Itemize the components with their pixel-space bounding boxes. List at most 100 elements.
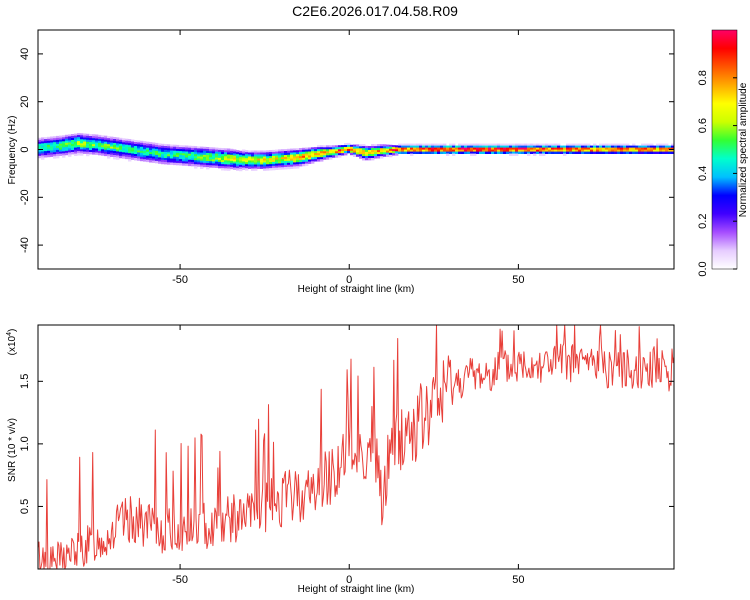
heatmap-cell xyxy=(254,158,258,161)
heatmap-cell xyxy=(185,153,189,156)
heatmap-cell xyxy=(242,157,246,160)
heatmap-cell xyxy=(221,152,225,155)
heatmap-cell xyxy=(197,152,201,155)
heatmap-cell xyxy=(296,148,300,151)
heatmap-cell xyxy=(170,160,174,163)
heatmap-cell xyxy=(449,151,453,154)
heatmap-cell xyxy=(443,151,447,154)
heatmap-cell xyxy=(212,163,216,166)
heatmap-cell xyxy=(560,149,564,152)
heatmap-cell xyxy=(47,138,51,142)
heatmap-cell xyxy=(353,144,357,147)
heatmap-cell xyxy=(293,160,297,163)
heatmap-cell xyxy=(302,163,306,167)
heatmap-cell xyxy=(647,143,651,146)
heatmap-cell xyxy=(554,147,558,150)
heatmap-cell xyxy=(368,150,372,153)
heatmap-cell xyxy=(482,149,486,152)
heatmap-cell xyxy=(233,163,237,166)
heatmap-cell xyxy=(389,154,393,158)
heatmap-cell xyxy=(551,149,555,152)
heatmap-cell xyxy=(401,143,405,146)
heatmap-cell xyxy=(545,145,549,148)
heatmap-cell xyxy=(398,149,402,152)
heatmap-cell xyxy=(224,164,228,167)
heatmap-cell xyxy=(254,168,258,171)
heatmap-cell xyxy=(650,149,654,152)
heatmap-cell xyxy=(647,147,651,150)
heatmap-cell xyxy=(254,154,258,157)
heatmap-cell xyxy=(527,153,531,156)
heatmap-cell xyxy=(89,152,93,155)
heatmap-cell xyxy=(77,137,81,140)
heatmap-cell xyxy=(362,146,366,149)
heatmap-cell xyxy=(632,149,636,152)
heatmap-cell xyxy=(482,147,486,150)
heatmap-cell xyxy=(188,161,192,165)
heatmap-cell xyxy=(437,143,441,146)
heatmap-cell xyxy=(305,153,309,156)
heatmap-cell xyxy=(152,156,156,159)
heatmap-cell xyxy=(224,162,228,165)
heatmap-cell xyxy=(80,153,84,156)
heatmap-cell xyxy=(383,146,387,149)
heatmap-cell xyxy=(194,152,198,155)
heatmap-cell xyxy=(167,154,171,157)
heatmap-cell xyxy=(83,139,87,142)
heatmap-cell xyxy=(416,143,420,146)
heatmap-cell xyxy=(536,143,540,146)
heatmap-cell xyxy=(308,151,312,154)
heatmap-cell xyxy=(512,153,516,156)
heatmap-cell xyxy=(611,149,615,152)
heatmap-cell xyxy=(650,145,654,148)
heatmap-cell xyxy=(107,154,111,157)
heatmap-cell xyxy=(44,147,48,150)
heatmap-cell xyxy=(68,148,72,151)
heatmap-cell xyxy=(227,160,231,163)
heatmap-cell xyxy=(560,145,564,148)
heatmap-cell xyxy=(104,135,108,139)
heatmap-cell xyxy=(485,143,489,146)
heatmap-cell xyxy=(566,149,570,152)
heatmap-cell xyxy=(44,151,48,154)
heatmap-cell xyxy=(500,151,504,154)
heatmap-cell xyxy=(131,145,135,148)
heatmap-cell xyxy=(599,143,603,146)
heatmap-cell xyxy=(263,154,267,157)
heatmap-cell xyxy=(455,149,459,152)
heatmap-cell xyxy=(155,152,159,156)
heatmap-cell xyxy=(419,143,423,146)
heatmap-cell xyxy=(131,151,135,154)
heatmap-cell xyxy=(656,151,660,154)
heatmap-cell xyxy=(326,155,330,158)
heatmap-cell xyxy=(116,147,120,150)
heatmap-cell xyxy=(653,149,657,152)
heatmap-cell xyxy=(494,145,498,148)
heatmap-cell xyxy=(152,146,156,149)
heatmap-cell xyxy=(233,167,237,170)
heatmap-cell xyxy=(140,140,144,144)
heatmap-cell xyxy=(338,151,342,154)
heatmap-cell xyxy=(278,155,282,158)
heatmap-cell xyxy=(626,143,630,146)
heatmap-cell xyxy=(134,148,138,151)
heatmap-cell xyxy=(566,147,570,150)
heatmap-cell xyxy=(92,140,96,143)
heatmap-cell xyxy=(47,154,51,158)
heatmap-cell xyxy=(128,155,132,158)
heatmap-cell xyxy=(257,160,261,163)
heatmap-cell xyxy=(170,144,174,147)
heatmap-cell xyxy=(239,164,243,168)
heatmap-cell xyxy=(113,147,117,150)
heatmap-cell xyxy=(68,134,72,137)
heatmap-cell xyxy=(356,148,360,151)
heatmap-cell xyxy=(59,153,63,156)
heatmap-cell xyxy=(98,148,102,152)
heatmap-cell xyxy=(485,151,489,154)
heatmap-cell xyxy=(302,157,306,161)
heatmap-cell xyxy=(272,157,276,161)
heatmap-cell xyxy=(131,139,135,142)
heatmap-cell xyxy=(524,151,528,154)
heatmap-cell xyxy=(215,149,219,152)
heatmap-cell xyxy=(206,157,210,160)
